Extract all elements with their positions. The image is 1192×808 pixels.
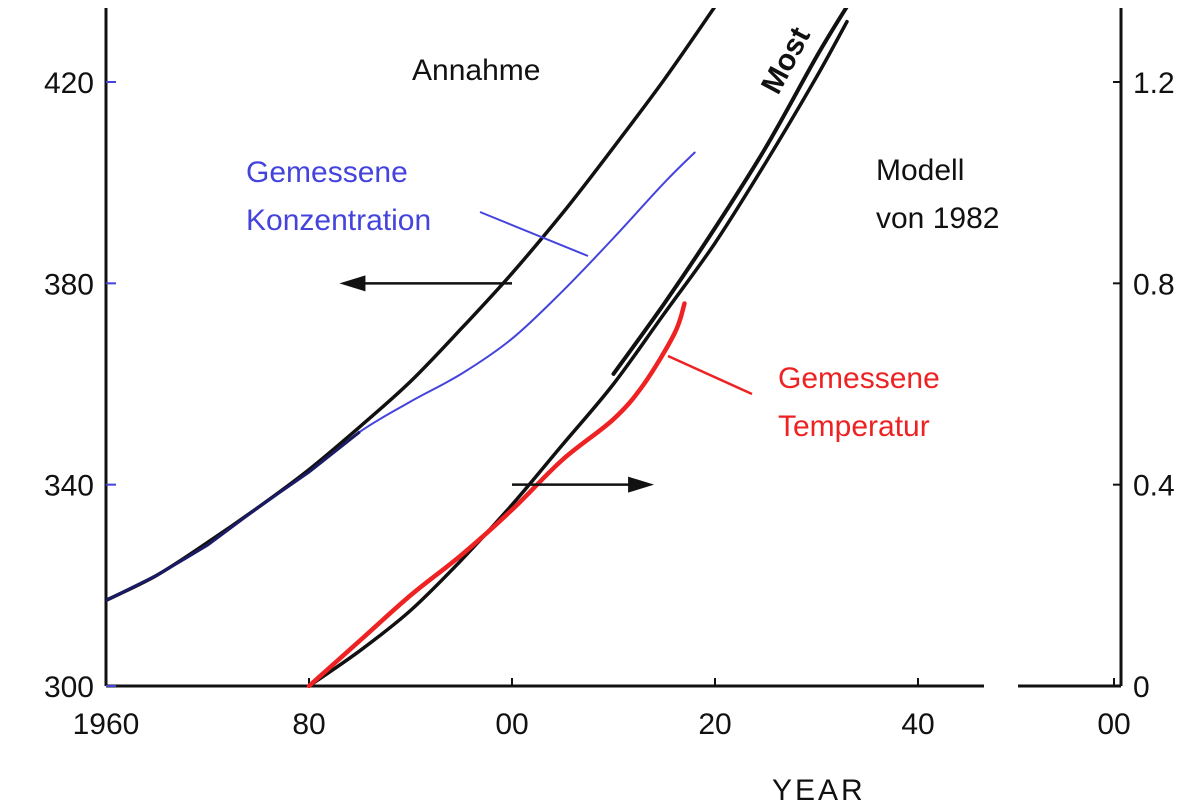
annahme-label: Annahme (412, 54, 540, 87)
tick-labels: 1960 80 00 20 40 00 300 340 380 420 0 0.4 0.8 1.2 (44, 67, 1175, 741)
y-right-tick-label: 1.2 (1133, 67, 1175, 100)
y-right-tick-label: 0 (1133, 671, 1150, 704)
series-overlap-co2 (106, 430, 361, 602)
arrow-head-to_left_axis (339, 275, 366, 292)
y-right-tick-label: 0.4 (1133, 470, 1175, 503)
arrow-head-to_right_axis (628, 476, 655, 493)
x-tick-label: 20 (698, 708, 731, 741)
x-tick-label: 80 (292, 708, 325, 741)
concentration-leader-line (479, 211, 589, 257)
y-left-tick-label: 340 (44, 470, 94, 503)
y-left-tick-label: 420 (44, 67, 94, 100)
data-series (106, 8, 849, 688)
x-tick-label: 40 (901, 708, 934, 741)
x-tick-label: 1960 (73, 708, 140, 741)
y-left-tick-label: 380 (44, 268, 94, 301)
temperature-leader-line (667, 354, 753, 396)
x-tick-label: 00 (1097, 708, 1130, 741)
series-line-model_temp (307, 19, 849, 688)
chart-axes (104, 8, 1123, 688)
modell-label-line1: Modell (876, 154, 964, 187)
x-tick-label: 00 (495, 708, 528, 741)
x-axis-label: YEAR (772, 774, 866, 807)
chart-annotations: Annahme Most Modell von 1982 Gemessene K… (246, 22, 999, 443)
measured-concentration-label-line2: Konzentration (246, 204, 431, 237)
axis-arrows (339, 275, 655, 493)
most-label: Most (755, 22, 817, 99)
series-line-most_line (611, 8, 849, 376)
series-line-model_co2 (106, 8, 717, 603)
measured-temperature-label-line1: Gemessene (778, 362, 940, 395)
measured-concentration-label-line1: Gemessene (246, 156, 408, 189)
series-line-measured_temp (306, 301, 687, 688)
measured-temperature-label-line2: Temperatur (778, 410, 930, 443)
modell-label-line2: von 1982 (876, 202, 999, 235)
y-left-tick-label: 300 (44, 671, 94, 704)
y-right-tick-label: 0.8 (1133, 268, 1175, 301)
